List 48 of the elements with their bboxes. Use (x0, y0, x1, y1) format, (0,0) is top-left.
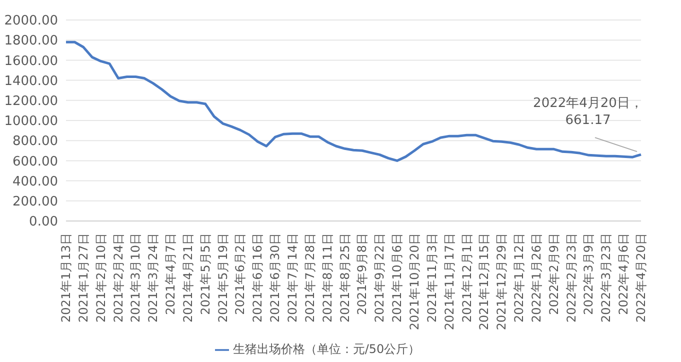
x-tick-label: 2022年1月26日 (529, 233, 544, 322)
x-tick-label: 2021年8月25日 (338, 233, 352, 322)
x-tick-label: 2021年12月29日 (494, 233, 509, 330)
x-tick-label: 2022年2月9日 (546, 233, 561, 315)
x-tick-label: 2021年7月14日 (286, 233, 300, 322)
x-tick-label: 2021年6月30日 (268, 233, 282, 322)
x-tick-label: 2021年1月13日 (59, 233, 73, 322)
line-series (64, 40, 642, 162)
x-tick-label: 2021年10月6日 (390, 233, 404, 322)
y-tick-label: 2000.00 (4, 14, 58, 29)
x-tick-label: 2021年5月5日 (198, 233, 212, 315)
x-tick-label: 2021年9月22日 (372, 233, 387, 322)
x-tick-label: 2021年3月10日 (128, 233, 143, 322)
x-tick-label: 2021年11月3日 (424, 233, 439, 322)
x-tick-label: 2021年12月1日 (460, 233, 474, 322)
x-tick-label: 2021年7月28日 (302, 233, 317, 322)
x-tick-label: 2021年9月8日 (355, 233, 370, 315)
y-tick-label: 600.00 (12, 154, 58, 170)
x-tick-label: 2021年6月2日 (233, 233, 248, 315)
x-tick-label: 2022年3月9日 (582, 233, 596, 315)
x-tick-label: 2022年1月12日 (512, 233, 526, 322)
y-tick-label: 1000.00 (4, 114, 58, 130)
x-tick-label: 2021年8月11日 (320, 233, 334, 322)
y-tick-label: 0.00 (29, 214, 58, 230)
y-tick-label: 1600.00 (4, 54, 58, 69)
x-tick-label: 2021年2月10日 (94, 233, 108, 322)
y-tick-label: 400.00 (12, 174, 58, 190)
x-tick-label: 2021年3月24日 (146, 233, 160, 322)
x-tick-label: 2021年11月17日 (442, 233, 456, 330)
legend-label: 生猪出场价格（单位：元/50公斤） (232, 342, 420, 356)
x-tick-label: 2021年1月27日 (76, 233, 90, 322)
x-tick-label: 2021年4月7日 (164, 233, 178, 315)
y-tick-label: 1200.00 (4, 94, 58, 110)
x-tick-label: 2021年5月19日 (216, 233, 230, 322)
x-tick-label: 2021年2月24日 (111, 233, 126, 322)
y-tick-label: 1400.00 (4, 74, 58, 89)
y-tick-label: 800.00 (12, 134, 58, 150)
y-tick-label: 1800.00 (4, 34, 58, 49)
x-tick-label: 2021年12月15日 (477, 233, 492, 330)
x-tick-label: 2021年10月20日 (407, 233, 422, 330)
annotation: 2022年4月20日，661.17 (532, 94, 644, 129)
y-tick-label: 200.00 (12, 194, 58, 210)
x-tick-label: 2022年3月23日 (599, 233, 614, 322)
x-tick-label: 2021年6月16日 (250, 233, 265, 322)
x-tick-label: 2022年4月20日 (634, 233, 648, 322)
x-tick-label: 2021年4月21日 (180, 233, 195, 322)
x-tick-label: 2022年4月6日 (616, 233, 631, 315)
x-tick-label: 2022年2月23日 (564, 233, 578, 322)
